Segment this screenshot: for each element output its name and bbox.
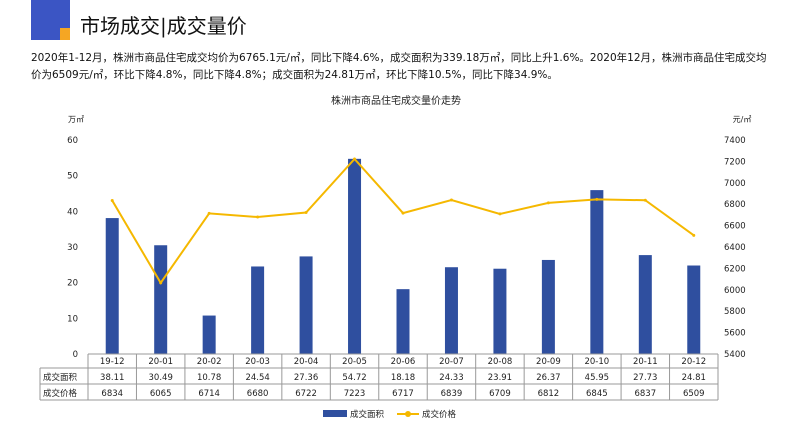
line-point: [207, 211, 211, 215]
table-cell-price: 6680: [247, 389, 269, 399]
line-point: [692, 233, 696, 237]
table-cell-area: 24.54: [245, 373, 269, 383]
x-tick-label: 20-04: [294, 357, 319, 367]
bar: [638, 255, 652, 354]
y-tick-right: 6800: [724, 200, 746, 210]
table-row-label-area: 成交面积: [43, 372, 78, 383]
line-point: [256, 215, 260, 219]
line-point: [353, 157, 357, 161]
x-tick-label: 20-06: [391, 357, 416, 367]
line-point: [595, 197, 599, 201]
table-cell-price: 6709: [489, 389, 511, 399]
x-tick-label: 20-01: [148, 357, 173, 367]
table-cell-price: 6714: [198, 389, 220, 399]
line-point: [110, 199, 114, 203]
y-tick-left: 20: [67, 279, 78, 289]
table-cell-price: 6834: [101, 389, 123, 399]
x-tick-label: 20-09: [536, 357, 561, 367]
bar: [590, 190, 604, 354]
line-point: [546, 201, 550, 205]
y-axis-left-label: 万㎡: [68, 115, 84, 124]
table-cell-area: 23.91: [488, 373, 512, 383]
table-cell-area: 30.49: [149, 373, 173, 383]
line-point: [304, 211, 308, 215]
logo-accent: [60, 28, 70, 40]
y-tick-right: 5800: [724, 307, 746, 317]
table-cell-area: 24.81: [682, 373, 706, 383]
table-cell-area: 54.72: [342, 373, 366, 383]
line-point: [449, 198, 453, 202]
table-cell-price: 6812: [538, 389, 560, 399]
legend-label-line: 成交价格: [422, 409, 457, 420]
x-tick-label: 20-03: [245, 357, 270, 367]
bar: [202, 315, 216, 354]
bar: [687, 265, 701, 354]
bar: [444, 267, 458, 354]
legend-swatch-bar: [323, 410, 347, 417]
x-tick-label: 20-08: [488, 357, 513, 367]
table-cell-area: 38.11: [100, 373, 124, 383]
y-tick-right: 7000: [724, 179, 746, 189]
table-cell-area: 45.95: [585, 373, 609, 383]
table-cell-price: 6839: [441, 389, 463, 399]
page-title: 市场成交|成交量价: [80, 14, 247, 38]
y-tick-right: 5400: [724, 350, 746, 360]
y-tick-left: 60: [67, 136, 78, 146]
x-tick-label: 20-07: [439, 357, 464, 367]
x-tick-label: 20-11: [633, 357, 658, 367]
table-cell-price: 6837: [634, 389, 656, 399]
bar: [493, 268, 507, 354]
x-tick-label: 20-02: [197, 357, 222, 367]
table-cell-price: 6065: [150, 389, 172, 399]
x-tick-label: 20-05: [342, 357, 367, 367]
y-tick-left: 0: [73, 350, 78, 360]
line-point: [401, 211, 405, 215]
bar: [299, 256, 313, 354]
table-cell-price: 6717: [392, 389, 414, 399]
legend-marker: [405, 411, 411, 417]
bar: [396, 289, 410, 354]
bar: [348, 158, 362, 354]
bar: [105, 218, 119, 354]
bar: [541, 259, 555, 354]
price-line: [111, 157, 695, 285]
line-point: [159, 281, 163, 285]
y-axis-right-label: 元/㎡: [733, 115, 752, 124]
bar: [251, 266, 265, 354]
line-point: [643, 198, 647, 202]
y-tick-left: 10: [67, 314, 78, 324]
y-tick-left: 50: [67, 172, 78, 182]
table-cell-price: 6722: [295, 389, 317, 399]
table-cell-area: 26.37: [536, 373, 560, 383]
table-cell-area: 18.18: [391, 373, 415, 383]
table-row-label-price: 成交价格: [43, 388, 78, 399]
y-tick-left: 30: [67, 243, 78, 253]
y-tick-right: 6200: [724, 264, 746, 274]
line-point: [498, 212, 502, 216]
table-cell-area: 27.73: [633, 373, 657, 383]
y-tick-right: 7200: [724, 157, 746, 167]
y-tick-right: 7400: [724, 136, 746, 146]
bar: [154, 245, 168, 354]
y-tick-right: 6000: [724, 286, 746, 296]
summary-text: 2020年1-12月，株洲市商品住宅成交均价为6765.1元/㎡，同比下降4.6…: [31, 52, 767, 81]
y-tick-right: 6600: [724, 222, 746, 232]
x-tick-label: 20-10: [584, 357, 609, 367]
table-cell-price: 7223: [344, 389, 366, 399]
x-tick-label: 20-12: [681, 357, 706, 367]
table-cell-price: 6509: [683, 389, 705, 399]
table-cell-price: 6845: [586, 389, 608, 399]
y-tick-right: 5600: [724, 329, 746, 339]
y-tick-right: 6400: [724, 243, 746, 253]
chart-title: 株洲市商品住宅成交量价走势: [331, 94, 461, 107]
legend-label-bar: 成交面积: [350, 409, 385, 420]
y-tick-left: 40: [67, 207, 78, 217]
table-cell-area: 10.78: [197, 373, 221, 383]
x-tick-label: 19-12: [100, 357, 125, 367]
table-cell-area: 27.36: [294, 373, 318, 383]
table-cell-area: 24.33: [439, 373, 463, 383]
